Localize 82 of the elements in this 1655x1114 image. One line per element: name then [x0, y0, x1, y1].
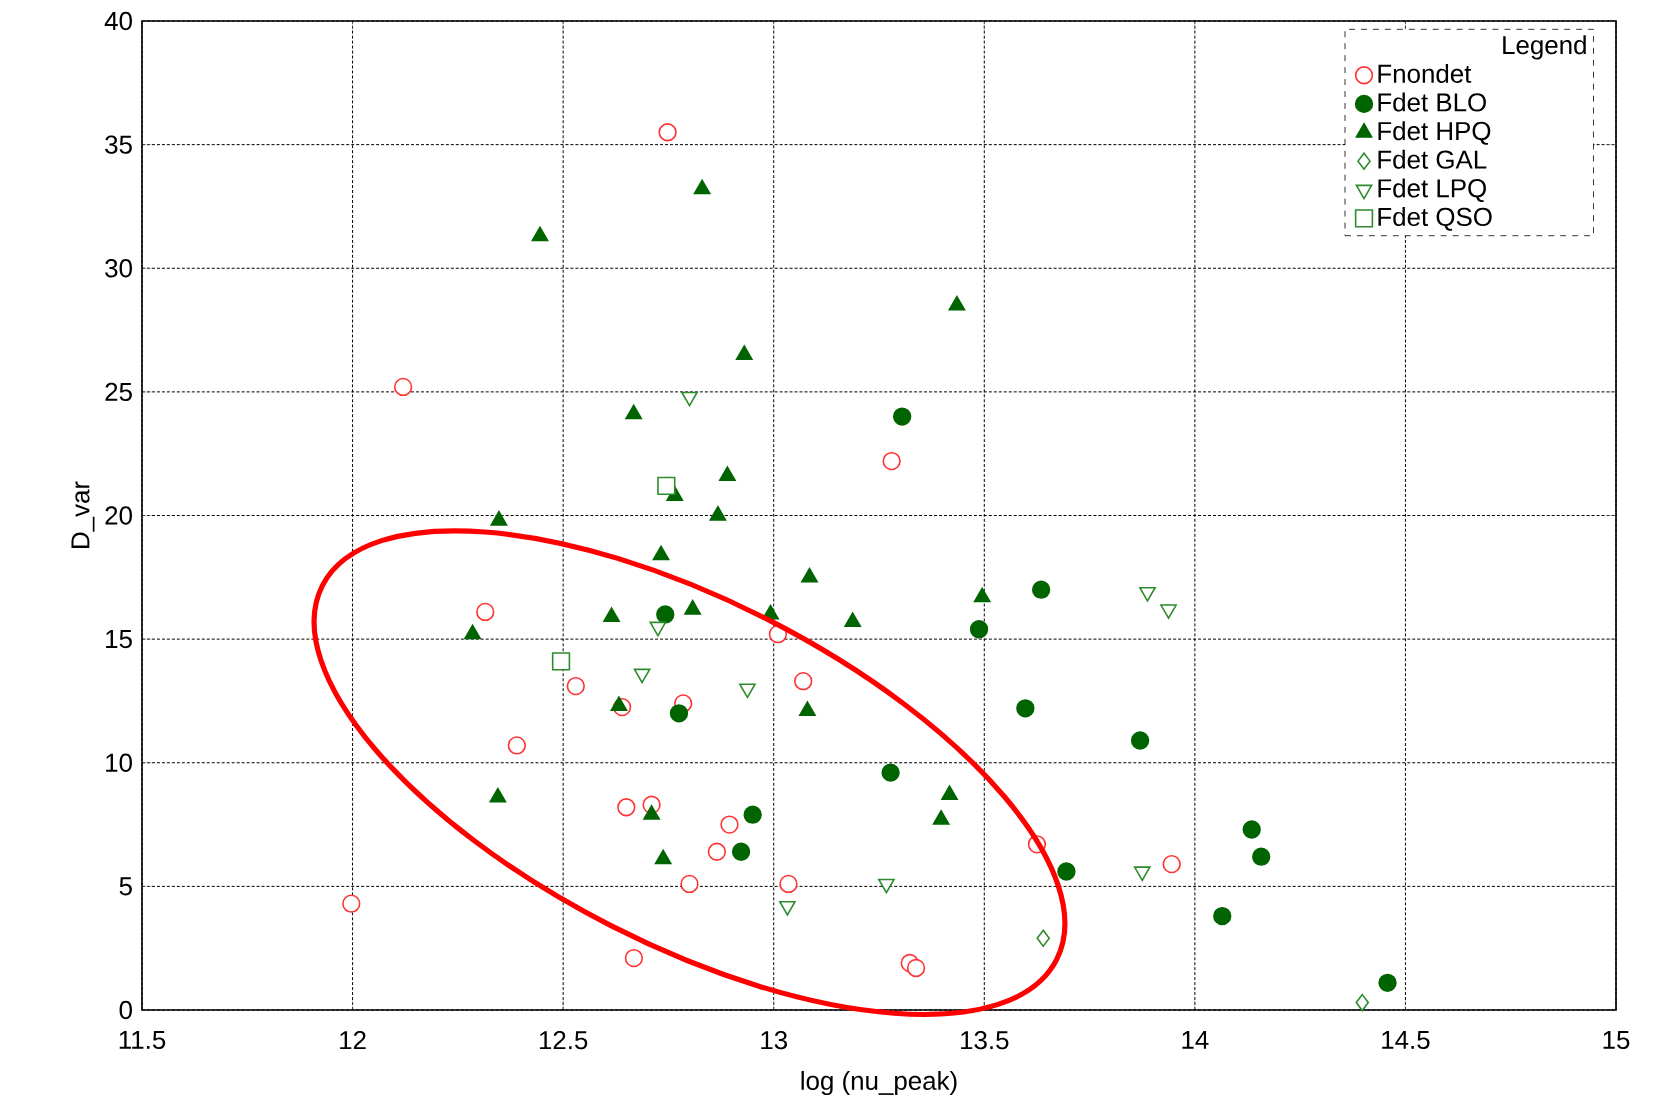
x-tick-label: 12 — [340, 1030, 366, 1050]
point — [720, 815, 739, 834]
point — [719, 466, 736, 482]
y-tick-label: 10 — [106, 753, 132, 772]
point — [393, 377, 413, 397]
x-tick-label: 12.5 — [539, 1030, 588, 1050]
point — [893, 407, 912, 426]
legend-label: Fdet HPQ — [1378, 121, 1491, 145]
point — [654, 849, 672, 865]
legend-label: Fdet BLO — [1378, 92, 1486, 112]
point — [566, 676, 585, 696]
point — [684, 599, 702, 615]
point — [464, 624, 481, 640]
point — [625, 404, 643, 420]
x-tick-label: 14 — [1182, 1031, 1209, 1049]
point — [476, 602, 495, 622]
y-tick-label: 5 — [119, 877, 132, 896]
point — [731, 842, 751, 861]
x-tick-label: 11.5 — [119, 1031, 166, 1050]
point — [603, 607, 620, 623]
point — [507, 736, 526, 755]
point — [735, 345, 753, 360]
point — [656, 605, 675, 624]
y-axis-title: D_var — [71, 481, 95, 548]
point — [1057, 862, 1076, 881]
y-tick-label: 30 — [105, 259, 132, 278]
point — [490, 510, 508, 526]
x-tick-label: 14.5 — [1382, 1031, 1430, 1050]
point — [1036, 929, 1051, 948]
point — [941, 785, 958, 801]
point — [693, 179, 711, 195]
point — [973, 587, 991, 603]
point — [617, 798, 636, 817]
point — [882, 451, 901, 471]
point — [1031, 580, 1051, 599]
x-tick-label: 13 — [761, 1030, 787, 1050]
point — [844, 612, 862, 627]
point — [1242, 820, 1261, 839]
legend-label: Fdet GAL — [1378, 149, 1487, 169]
point — [801, 567, 818, 583]
point — [707, 842, 727, 861]
point — [794, 671, 813, 691]
point — [680, 874, 699, 894]
y-tick-label: 20 — [105, 506, 132, 525]
y-tick-label: 0 — [119, 1000, 132, 1020]
point — [906, 958, 926, 978]
legend-label: Fdet LPQ — [1378, 178, 1486, 203]
point — [342, 894, 361, 913]
point — [932, 810, 950, 825]
x-tick-label: 13.5 — [961, 1030, 1009, 1050]
y-tick-label: 40 — [104, 11, 132, 31]
y-tick-label: 35 — [105, 135, 132, 154]
point — [652, 545, 670, 561]
point — [1130, 731, 1150, 750]
point — [531, 226, 549, 242]
point — [1252, 847, 1271, 866]
point — [881, 763, 900, 782]
point — [657, 476, 676, 495]
point — [624, 948, 644, 968]
point — [669, 704, 689, 723]
point — [948, 295, 966, 311]
legend-label: Fnondet — [1378, 63, 1472, 83]
x-tick-label: 15 — [1603, 1031, 1630, 1050]
point — [1213, 906, 1232, 926]
y-tick-label: 15 — [106, 630, 132, 649]
point — [1355, 993, 1370, 1012]
point — [643, 805, 660, 820]
legend-label: Fdet QSO — [1378, 207, 1492, 231]
y-tick-label: 25 — [105, 382, 132, 402]
point — [1162, 854, 1181, 874]
point — [1378, 973, 1397, 992]
point — [799, 701, 816, 717]
point — [779, 874, 798, 894]
point — [743, 805, 762, 824]
x-axis-title: log (nu_peak) — [801, 1070, 957, 1096]
point — [1016, 699, 1035, 718]
point — [969, 620, 989, 639]
point — [610, 696, 628, 712]
point — [551, 652, 571, 671]
point — [709, 505, 727, 521]
legend-title: Legend — [1503, 35, 1586, 60]
point — [489, 787, 507, 803]
